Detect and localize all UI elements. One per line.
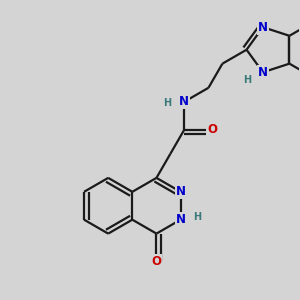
Text: O: O — [152, 255, 161, 268]
Text: H: H — [243, 75, 251, 85]
Text: N: N — [176, 213, 186, 226]
Text: N: N — [258, 21, 268, 34]
Text: H: H — [163, 98, 171, 108]
Text: N: N — [179, 95, 189, 108]
Text: O: O — [207, 123, 217, 136]
Text: N: N — [176, 185, 186, 198]
Text: H: H — [193, 212, 201, 222]
Text: N: N — [258, 66, 268, 79]
